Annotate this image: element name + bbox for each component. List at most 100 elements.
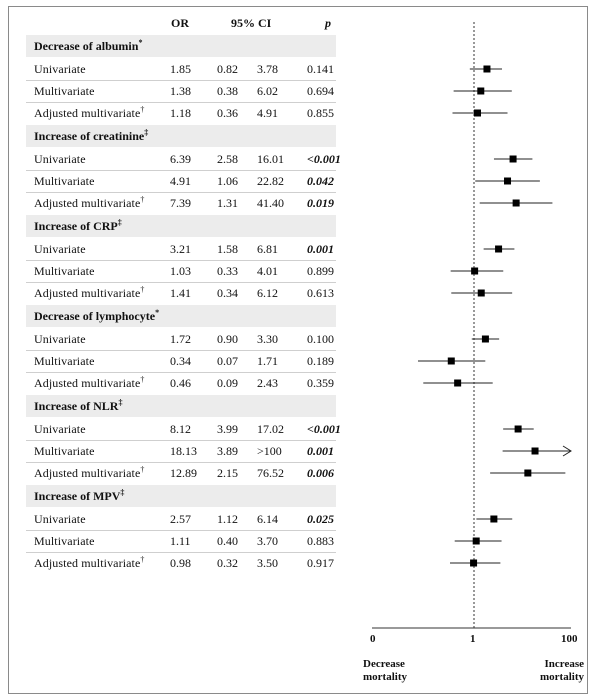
ci-upper-cell: 41.40 bbox=[257, 196, 284, 210]
header-p: p bbox=[325, 16, 331, 30]
row-divider bbox=[26, 440, 336, 441]
row-label: Adjusted multivariate bbox=[34, 466, 141, 480]
row-label-cell: Univariate bbox=[34, 418, 86, 440]
odds-ratio-cell: 3.21 bbox=[170, 242, 191, 256]
odds-ratio-cell: 0.98 bbox=[170, 556, 191, 570]
section-header: Increase of CRP‡ bbox=[26, 215, 336, 237]
p-value-cell: 0.019 bbox=[307, 196, 334, 210]
x-tick-0: 0 bbox=[370, 633, 376, 645]
section-header: Decrease of lymphocyte* bbox=[26, 305, 336, 327]
odds-ratio-cell: 0.34 bbox=[170, 354, 191, 368]
increase-mortality-note: Increase mortality bbox=[540, 658, 584, 683]
ci-lower-cell: 0.09 bbox=[217, 376, 238, 390]
row-divider bbox=[26, 282, 336, 283]
row-label-cell: Multivariate bbox=[34, 80, 95, 102]
p-value-cell: 0.025 bbox=[307, 512, 334, 526]
table-row: Adjusted multivariate† 12.89 2.15 76.52 0.00… bbox=[26, 462, 356, 484]
row-divider bbox=[26, 462, 336, 463]
ci-lower-cell: 0.07 bbox=[217, 354, 238, 368]
table-row: Univariate 1.72 0.90 3.30 0.100 bbox=[26, 328, 356, 350]
odds-ratio-point bbox=[472, 537, 480, 545]
table-row: Multivariate 1.38 0.38 6.02 0.694 bbox=[26, 80, 356, 102]
row-divider bbox=[26, 530, 336, 531]
ci-upper-cell: >100 bbox=[257, 444, 282, 458]
ci-upper-cell: 6.14 bbox=[257, 512, 278, 526]
ci-upper-cell: 4.91 bbox=[257, 106, 278, 120]
p-value-cell: 0.613 bbox=[307, 286, 334, 300]
ci-upper-cell: 3.78 bbox=[257, 62, 278, 76]
ci-upper-cell: 17.02 bbox=[257, 422, 284, 436]
figure-frame bbox=[8, 6, 588, 694]
table-row: Adjusted multivariate† 1.18 0.36 4.91 0.855 bbox=[26, 102, 356, 124]
odds-ratio-cell: 4.91 bbox=[170, 174, 191, 188]
odds-ratio-cell: 1.41 bbox=[170, 286, 191, 300]
table-row: Multivariate 1.03 0.33 4.01 0.899 bbox=[26, 260, 356, 282]
p-value-cell: 0.141 bbox=[307, 62, 334, 76]
p-value-cell: <0.001 bbox=[307, 152, 341, 166]
decrease-mortality-note: Decrease mortality bbox=[363, 658, 407, 683]
section-footnote-mark: * bbox=[155, 308, 160, 317]
table-row: Adjusted multivariate† 1.41 0.34 6.12 0.613 bbox=[26, 282, 356, 304]
ci-upper-cell: 6.02 bbox=[257, 84, 278, 98]
section-header: Decrease of albumin* bbox=[26, 35, 336, 57]
row-label: Univariate bbox=[34, 62, 86, 76]
odds-ratio-cell: 1.72 bbox=[170, 332, 191, 346]
row-footnote-mark: † bbox=[140, 555, 145, 564]
p-value-cell: 0.100 bbox=[307, 332, 334, 346]
row-label-cell: Adjusted multivariate† bbox=[34, 192, 145, 214]
table-row: Adjusted multivariate† 0.98 0.32 3.50 0.917 bbox=[26, 552, 356, 574]
row-label-cell: Multivariate bbox=[34, 530, 95, 552]
row-label: Adjusted multivariate bbox=[34, 286, 141, 300]
odds-ratio-point bbox=[481, 335, 489, 343]
ci-lower-cell: 2.15 bbox=[217, 466, 238, 480]
table-row: Univariate 8.12 3.99 17.02 <0.001 bbox=[26, 418, 356, 440]
row-label: Univariate bbox=[34, 422, 86, 436]
row-footnote-mark: † bbox=[140, 285, 145, 294]
row-label: Adjusted multivariate bbox=[34, 196, 141, 210]
odds-ratio-cell: 1.11 bbox=[170, 534, 191, 548]
table-row: Adjusted multivariate† 0.46 0.09 2.43 0.359 bbox=[26, 372, 356, 394]
row-label: Univariate bbox=[34, 332, 86, 346]
row-label: Adjusted multivariate bbox=[34, 106, 141, 120]
ci-lower-cell: 3.89 bbox=[217, 444, 238, 458]
row-label-cell: Adjusted multivariate† bbox=[34, 102, 145, 124]
ci-lower-cell: 0.33 bbox=[217, 264, 238, 278]
section-title: Increase of creatinine bbox=[34, 129, 145, 143]
ci-lower-cell: 1.58 bbox=[217, 242, 238, 256]
row-label-cell: Adjusted multivariate† bbox=[34, 552, 145, 574]
header-or: OR bbox=[171, 16, 189, 30]
odds-ratio-cell: 8.12 bbox=[170, 422, 191, 436]
odds-ratio-cell: 1.18 bbox=[170, 106, 191, 120]
p-value-cell: 0.855 bbox=[307, 106, 334, 120]
table-row: Multivariate 0.34 0.07 1.71 0.189 bbox=[26, 350, 356, 372]
ci-upper-cell: 3.70 bbox=[257, 534, 278, 548]
row-divider bbox=[26, 80, 336, 81]
row-label: Multivariate bbox=[34, 174, 95, 188]
p-value-cell: <0.001 bbox=[307, 422, 341, 436]
ci-upper-cell: 76.52 bbox=[257, 466, 284, 480]
ci-upper-cell: 22.82 bbox=[257, 174, 284, 188]
odds-ratio-point bbox=[477, 87, 485, 95]
row-footnote-mark: † bbox=[140, 105, 145, 114]
ci-lower-cell: 0.40 bbox=[217, 534, 238, 548]
table-row: Univariate 6.39 2.58 16.01 <0.001 bbox=[26, 148, 356, 170]
ci-upper-cell: 3.50 bbox=[257, 556, 278, 570]
row-divider bbox=[26, 260, 336, 261]
ci-lower-cell: 0.38 bbox=[217, 84, 238, 98]
odds-ratio-point bbox=[504, 177, 512, 185]
row-label-cell: Multivariate bbox=[34, 440, 95, 462]
table-row: Adjusted multivariate† 7.39 1.31 41.40 0.019 bbox=[26, 192, 356, 214]
section-header: Increase of MPV‡ bbox=[26, 485, 336, 507]
odds-ratio-point bbox=[524, 469, 532, 477]
odds-ratio-cell: 12.89 bbox=[170, 466, 197, 480]
section-title: Increase of CRP bbox=[34, 219, 118, 233]
ci-lower-cell: 0.82 bbox=[217, 62, 238, 76]
header-ci: 95% CI bbox=[231, 16, 272, 30]
row-label-cell: Univariate bbox=[34, 148, 86, 170]
odds-ratio-point bbox=[490, 515, 498, 523]
section-title: Decrease of albumin bbox=[34, 39, 139, 53]
section-footnote-mark: ‡ bbox=[120, 488, 125, 497]
table-row: Univariate 2.57 1.12 6.14 0.025 bbox=[26, 508, 356, 530]
table-row: Univariate 1.85 0.82 3.78 0.141 bbox=[26, 58, 356, 80]
odds-ratio-point bbox=[495, 245, 503, 253]
